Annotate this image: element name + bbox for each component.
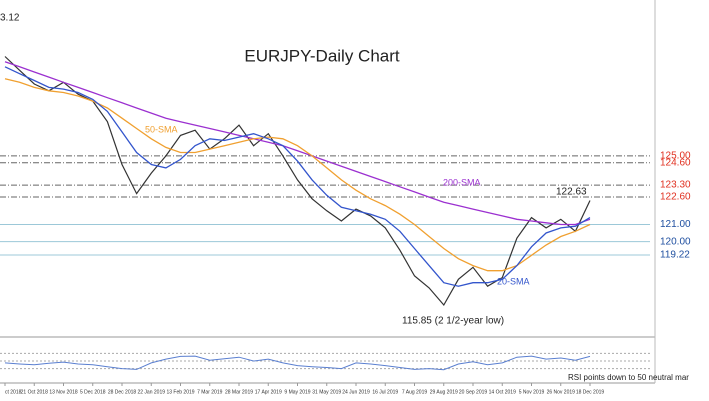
x-tick-label: 16 Jul 2019 (372, 389, 398, 395)
annotation: 122.63 (556, 187, 587, 198)
x-tick-label: 13 Feb 2019 (166, 389, 194, 395)
level-label: 120.00 (660, 236, 691, 247)
series-label: 50-SMA (145, 124, 178, 134)
chart-title: EURJPY-Daily Chart (244, 46, 400, 65)
level-label: 122.60 (660, 192, 691, 203)
x-tick-label: 31 May 2019 (312, 389, 341, 395)
sma-line (4, 78, 591, 272)
x-tick-label: 28 Dec 2018 (108, 389, 137, 395)
x-tick-label: 26 Nov 2019 (547, 389, 576, 395)
x-tick-label: 21 Oct 2018 (21, 389, 48, 395)
series-label: 200-SMA (443, 177, 481, 187)
x-tick-label: 5 Dec 2018 (80, 389, 106, 395)
x-tick-label: 13 Nov 2018 (49, 389, 78, 395)
x-tick-label: 29 Aug 2019 (430, 389, 458, 395)
x-tick-label: 28 Mar 2019 (225, 389, 253, 395)
x-tick-label: 17 Apr 2019 (255, 389, 282, 395)
x-tick-label: 14 Oct 2019 (489, 389, 516, 395)
level-label: 123.30 (660, 180, 691, 191)
annotation: RSI points down to 50 neutral mar (568, 373, 689, 382)
x-tick-label: 24 Jun 2019 (342, 389, 370, 395)
series-label: 20-SMA (497, 276, 530, 286)
x-tick-label: 20 Sep 2019 (459, 389, 488, 395)
annotation: 3.12 (0, 13, 20, 24)
price-line (4, 56, 591, 307)
x-tick-label: 7 Mar 2019 (197, 389, 223, 395)
x-tick-label: 7 Aug 2019 (402, 389, 428, 395)
sma-line (4, 61, 591, 226)
x-tick-label: 22 Jan 2019 (137, 389, 165, 395)
level-label: 125.00 (660, 151, 691, 162)
annotation: 115.85 (2 1/2-year low) (402, 316, 504, 327)
level-label: 124.60 (660, 157, 691, 168)
rsi-line (4, 355, 591, 371)
level-label: 119.22 (660, 250, 690, 261)
level-label: 121.00 (660, 219, 691, 230)
x-tick-label: 5 Nov 2019 (519, 389, 545, 395)
x-tick-label: 18 Dec 2019 (576, 389, 605, 395)
x-tick-label: 9 May 2019 (284, 389, 310, 395)
sma-line (4, 66, 591, 287)
x-tick-label: ct 2018 (5, 389, 22, 395)
